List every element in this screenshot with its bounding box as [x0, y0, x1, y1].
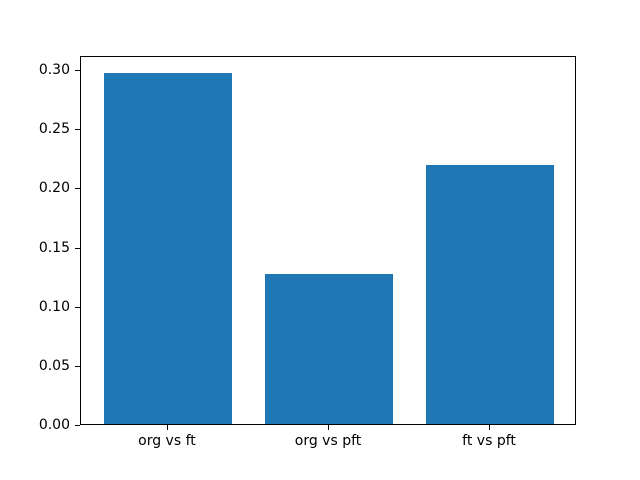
- y-tick-mark: [75, 188, 80, 190]
- y-tick-mark: [75, 70, 80, 72]
- x-tick-mark: [489, 425, 491, 430]
- bar-ft-vs-pft: [425, 165, 555, 424]
- x-tick-label: org vs ft: [138, 433, 196, 449]
- bar-org-vs-ft: [103, 72, 233, 424]
- x-tick-label: ft vs pft: [462, 433, 516, 449]
- bar-org-vs-pft: [264, 273, 394, 424]
- x-tick-mark: [166, 425, 168, 430]
- x-tick-label: org vs pft: [294, 433, 362, 449]
- y-tick-mark: [75, 365, 80, 367]
- plot-area: [80, 56, 576, 425]
- y-tick-label: 0.05: [38, 357, 70, 374]
- y-tick-label: 0.00: [38, 417, 70, 433]
- y-tick-mark: [75, 425, 80, 426]
- y-tick-mark: [75, 129, 80, 131]
- y-tick-label: 0.20: [38, 180, 70, 197]
- y-tick-mark: [75, 247, 80, 249]
- x-tick-mark: [328, 425, 329, 430]
- y-tick-label: 0.15: [38, 239, 70, 256]
- y-tick-label: 0.25: [38, 121, 70, 138]
- y-tick-label: 0.30: [38, 62, 70, 79]
- y-tick-label: 0.10: [38, 298, 70, 315]
- y-tick-mark: [75, 306, 80, 308]
